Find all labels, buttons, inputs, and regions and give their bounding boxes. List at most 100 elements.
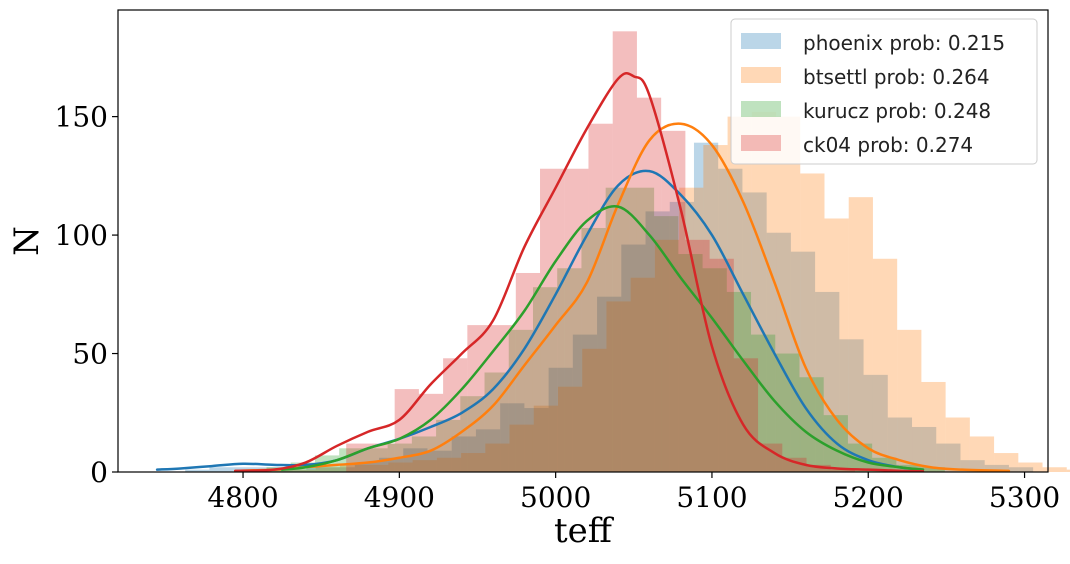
- hist-bar-series-3: [564, 168, 589, 473]
- legend-swatch: [741, 135, 781, 151]
- x-tick-label: 4800: [207, 481, 278, 514]
- legend-label: phoenix prob: 0.215: [803, 31, 1005, 55]
- hist-bar-series-2: [920, 467, 945, 472]
- hist-bar-series-3: [758, 443, 783, 472]
- hist-bar-series-1: [1042, 467, 1067, 472]
- x-axis-label: teff: [554, 511, 615, 551]
- hist-bar-series-3: [418, 393, 444, 472]
- hist-bar-series-3: [612, 31, 637, 472]
- hist-bar-series-2: [532, 287, 558, 472]
- hist-bar-series-1: [315, 467, 340, 472]
- hist-bar-series-0: [718, 168, 743, 473]
- x-tick-label: 5200: [833, 481, 904, 514]
- hist-bar-series-0: [839, 339, 864, 472]
- kde-line-series-3: [233, 71, 925, 473]
- legend-label: kurucz prob: 0.248: [803, 99, 991, 123]
- legend-swatch: [741, 33, 781, 49]
- hist-bar-series-1: [582, 348, 607, 472]
- hist-bar-series-0: [693, 142, 719, 472]
- hist-bar-series-1: [994, 453, 1019, 472]
- hist-bar-series-2: [702, 268, 727, 472]
- hist-bar-series-1: [800, 173, 825, 473]
- x-tick-label: 4900: [364, 481, 435, 514]
- kde-line-series-2: [280, 204, 925, 471]
- hist-bar-series-1: [897, 329, 922, 472]
- legend-label: ck04 prob: 0.274: [803, 133, 973, 157]
- legend: phoenix prob: 0.215 btsettl prob: 0.264 ku…: [730, 18, 1038, 165]
- hist-bar-series-0: [282, 469, 307, 472]
- hist-bar-series-3: [370, 443, 395, 472]
- hist-bar-series-1: [364, 464, 389, 472]
- y-axis-label: N: [7, 226, 47, 256]
- hist-bar-series-1: [1066, 469, 1070, 472]
- hist-bar-series-2: [751, 334, 776, 472]
- hist-bar-series-0: [427, 450, 452, 472]
- hist-bar-series-3: [636, 97, 662, 472]
- kde-line-series-0: [155, 169, 925, 471]
- hist-bar-series-3: [467, 325, 492, 472]
- hist-bar-series-2: [775, 353, 800, 472]
- hist-bar-series-0: [475, 429, 501, 472]
- hist-bar-series-0: [330, 467, 355, 472]
- kde-curves: [155, 71, 1011, 473]
- hist-bar-series-3: [588, 123, 613, 472]
- legend-label: btsettl prob: 0.264: [803, 65, 990, 89]
- hist-bar-series-1: [945, 417, 970, 472]
- hist-bar-series-0: [451, 436, 476, 472]
- hist-bar-series-1: [557, 386, 583, 472]
- hist-bar-series-1: [461, 453, 486, 472]
- hist-bar-series-2: [557, 268, 582, 472]
- hist-bar-series-1: [291, 469, 316, 472]
- hist-bar-series-2: [363, 448, 388, 472]
- hist-bar-series-0: [209, 467, 234, 472]
- hist-bar-series-1: [630, 277, 655, 472]
- y-tick-label: 150: [55, 101, 108, 134]
- hist-bar-series-0: [354, 462, 380, 472]
- hist-bar-series-2: [460, 396, 485, 472]
- hist-bar-series-3: [709, 258, 734, 472]
- hist-bar-series-1: [412, 460, 437, 472]
- hist-bar-series-2: [484, 372, 509, 472]
- y-tick-label: 50: [72, 338, 108, 371]
- x-tick-label: 5000: [520, 481, 591, 514]
- kde-line-series-1: [233, 122, 1011, 473]
- hist-bar-series-0: [306, 467, 331, 472]
- hist-bar-series-1: [339, 464, 365, 472]
- y-tick-label: 100: [55, 219, 108, 252]
- hist-bar-series-1: [509, 424, 534, 472]
- hist-bar-series-3: [685, 239, 710, 472]
- hist-bar-series-1: [703, 145, 728, 473]
- hist-bar-series-1: [848, 197, 873, 473]
- hist-bar-series-1: [679, 187, 704, 472]
- hist-bar-series-1: [267, 469, 292, 472]
- hist-bar-series-0: [597, 296, 622, 472]
- hist-bar-series-1: [921, 381, 946, 472]
- hist-bar-series-2: [726, 291, 752, 472]
- hist-bar-series-0: [185, 469, 210, 472]
- hist-bar-series-1: [654, 239, 680, 472]
- hist-bar-series-3: [830, 469, 855, 472]
- hist-bar-series-0: [621, 244, 646, 472]
- plot-frame: [117, 9, 1049, 473]
- hist-bar-series-2: [339, 448, 364, 472]
- hist-bar-series-1: [436, 457, 462, 472]
- hist-bar-series-2: [605, 187, 630, 472]
- legend-swatch: [741, 67, 781, 83]
- hist-bar-series-1: [533, 405, 558, 472]
- axes: 4800 4900 5000 5100 5200 5300 0 50 100 150: [55, 101, 1061, 514]
- hist-bar-series-1: [606, 301, 631, 472]
- x-tick-label: 5300: [989, 481, 1060, 514]
- hist-bar-series-0: [960, 460, 985, 472]
- hist-bar-series-3: [782, 457, 807, 472]
- hist-bar-series-3: [806, 464, 831, 472]
- legend-box: [730, 18, 1038, 165]
- histogram-bars: [185, 31, 1070, 473]
- y-tick-label: 0: [90, 456, 108, 489]
- hist-bar-series-0: [984, 464, 1009, 472]
- hist-bar-series-0: [500, 403, 525, 472]
- hist-bar-series-1: [1018, 462, 1043, 472]
- hist-bar-series-0: [548, 367, 573, 472]
- x-tick-label: 5100: [676, 481, 747, 514]
- hist-bar-series-1: [872, 258, 898, 472]
